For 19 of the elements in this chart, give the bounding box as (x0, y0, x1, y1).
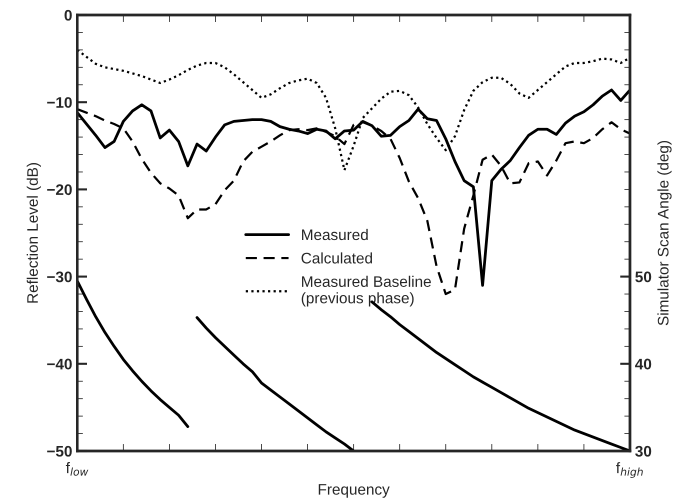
y2-tick-label: 30 (635, 446, 652, 457)
x-tick-label: f$_{low}$ (66, 462, 88, 476)
x-axis-title: Frequency (318, 484, 390, 498)
x-tick-label: f$_{high}$ (616, 462, 643, 478)
y-tick-label: −10 (47, 97, 72, 108)
y-tick-label: −30 (47, 271, 72, 282)
y-tick-label: −50 (47, 446, 72, 457)
legend-label: Calculated (302, 252, 372, 264)
y2-axis-title: Simulator Scan Angle (deg) (657, 140, 672, 326)
y-tick-label: −20 (47, 184, 72, 196)
y-tick-label: −40 (47, 358, 72, 370)
legend-label: Measured (302, 228, 368, 240)
legend-label: Measured Baseline (previous phase) (302, 276, 431, 306)
y-axis-title: Reflection Level (dB) (26, 163, 41, 303)
line-series (196, 316, 356, 451)
line-series (77, 280, 190, 428)
y2-tick-label: 50 (635, 271, 652, 282)
y2-tick-label: 40 (635, 358, 652, 370)
y-tick-label: 0 (64, 10, 72, 21)
